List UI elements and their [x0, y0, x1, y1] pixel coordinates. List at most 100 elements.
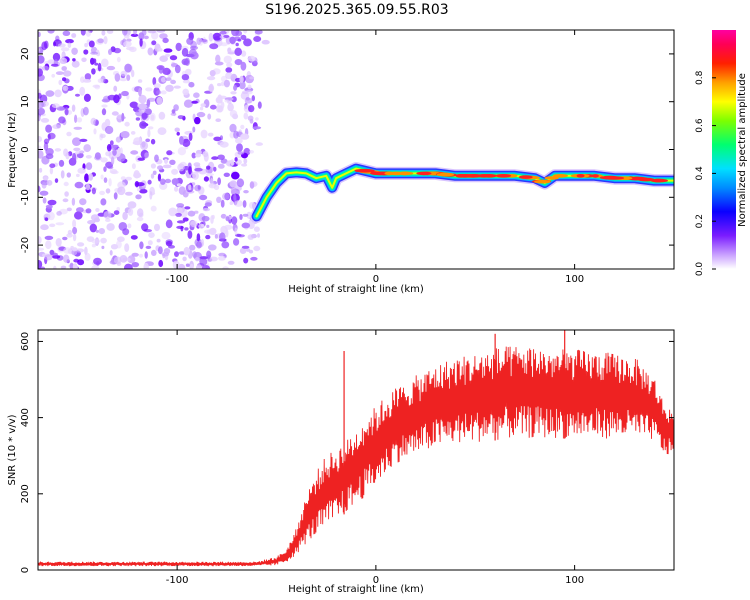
noise-speckle — [240, 61, 247, 71]
noise-speckle — [93, 128, 97, 135]
noise-speckle — [165, 77, 172, 81]
noise-speckle — [135, 117, 141, 121]
noise-speckle — [230, 91, 237, 95]
noise-speckle — [235, 137, 243, 144]
noise-speckle — [85, 155, 92, 159]
y-tick-label: 0 — [20, 567, 31, 573]
noise-speckle — [72, 58, 76, 62]
colorbar: 0.0 0.2 0.4 0.6 0.8 Normalized spectral ampl… — [695, 30, 748, 276]
noise-speckle — [176, 183, 182, 187]
noise-speckle — [57, 43, 66, 48]
noise-speckle — [83, 144, 91, 153]
noise-speckle — [208, 83, 214, 93]
noise-speckle — [227, 103, 234, 112]
noise-speckle — [38, 108, 46, 115]
noise-speckle — [170, 79, 177, 85]
noise-speckle — [206, 76, 216, 81]
noise-speckle — [152, 170, 157, 175]
x-tick-label: 100 — [565, 575, 584, 586]
noise-speckle — [38, 145, 42, 150]
y-tick-label: 200 — [20, 484, 31, 503]
noise-speckle — [103, 36, 108, 45]
noise-speckle — [217, 83, 222, 87]
noise-speckle — [74, 211, 83, 220]
noise-speckle — [220, 213, 227, 219]
noise-speckle — [209, 70, 216, 77]
noise-speckle — [141, 30, 147, 36]
noise-speckle — [38, 150, 44, 159]
noise-speckle — [239, 81, 246, 90]
noise-speckle — [227, 100, 232, 104]
noise-speckle — [176, 131, 180, 136]
noise-speckle — [150, 163, 156, 169]
noise-speckle — [110, 156, 115, 165]
noise-speckle — [71, 60, 80, 68]
noise-speckle — [196, 111, 206, 118]
noise-speckle — [100, 237, 107, 244]
noise-speckle — [244, 97, 253, 104]
noise-speckle — [223, 34, 230, 39]
noise-speckle — [182, 80, 190, 84]
noise-speckle — [65, 39, 74, 44]
noise-speckle — [151, 40, 157, 46]
noise-speckle — [145, 245, 152, 249]
noise-speckle — [66, 207, 72, 212]
trace-peak — [481, 174, 497, 178]
noise-speckle — [83, 93, 91, 102]
noise-speckle — [60, 47, 70, 52]
noise-speckle — [176, 220, 186, 224]
noise-speckle — [157, 173, 161, 182]
noise-speckle — [189, 244, 196, 251]
noise-speckle — [47, 30, 55, 34]
noise-speckle — [49, 223, 56, 228]
noise-speckle — [160, 178, 166, 185]
noise-speckle — [156, 90, 162, 95]
noise-speckle — [158, 246, 163, 255]
noise-speckle — [41, 41, 48, 51]
noise-speckle — [97, 78, 104, 84]
noise-speckle — [79, 86, 86, 96]
noise-speckle — [160, 77, 167, 83]
noise-speckle — [101, 104, 108, 108]
noise-speckle — [137, 79, 143, 83]
noise-speckle — [159, 55, 168, 62]
noise-speckle — [215, 118, 221, 122]
noise-speckle — [212, 32, 222, 41]
noise-speckle — [218, 255, 226, 261]
trace-peak — [576, 174, 585, 178]
noise-speckle — [85, 30, 91, 37]
noise-speckle — [172, 260, 180, 269]
colorbar-tick-label: 0.8 — [695, 70, 705, 85]
noise-speckle — [174, 251, 179, 257]
noise-speckle — [104, 125, 114, 135]
noise-speckle — [147, 129, 151, 138]
noise-speckle — [60, 170, 65, 179]
noise-speckle — [94, 62, 99, 66]
noise-speckle — [182, 217, 189, 222]
x-tick-label: -100 — [166, 274, 189, 285]
snr-panel: -100 0 100 0 200 400 600 Height of straight l… — [7, 329, 675, 595]
noise-speckle — [203, 152, 209, 162]
noise-speckle — [207, 132, 214, 137]
noise-speckle — [207, 113, 212, 120]
noise-speckle — [227, 260, 235, 265]
noise-speckle — [193, 210, 199, 214]
noise-speckle — [61, 53, 65, 60]
noise-speckle — [241, 222, 251, 229]
noise-speckle — [241, 50, 247, 57]
noise-speckle — [74, 114, 78, 124]
noise-speckle — [164, 158, 168, 164]
noise-speckle — [153, 83, 161, 89]
noise-speckle — [182, 256, 187, 262]
noise-speckle — [62, 85, 69, 91]
noise-speckle — [234, 227, 238, 236]
noise-speckle — [85, 183, 91, 191]
colorbar-gradient — [712, 30, 736, 269]
noise-speckle — [184, 227, 189, 231]
noise-speckle — [249, 201, 256, 209]
noise-speckle — [184, 206, 191, 210]
noise-speckle — [113, 85, 118, 92]
noise-speckle — [66, 131, 72, 137]
noise-speckle — [201, 224, 205, 227]
